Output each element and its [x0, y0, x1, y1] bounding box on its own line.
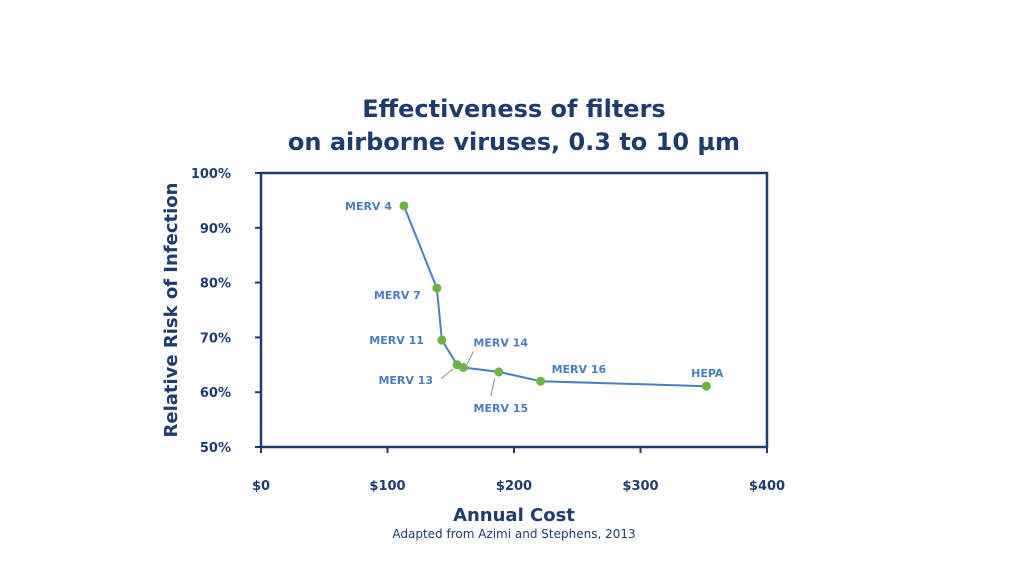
- x-axis-label: Annual Cost: [453, 505, 575, 526]
- x-tick-label: $400: [749, 479, 785, 494]
- data-point: [399, 201, 409, 211]
- data-point: [432, 283, 442, 293]
- chart-title-line2: on airborne viruses, 0.3 to 10 µm: [288, 128, 740, 156]
- chart-title-line1: Effectiveness of filters: [362, 95, 665, 123]
- point-label: MERV 4: [345, 200, 392, 213]
- y-tick-label: 60%: [200, 386, 231, 401]
- point-label: MERV 15: [474, 402, 529, 415]
- point-labels: MERV 4 MERV 7 MERV 11 MERV 13 MERV 14 MERV 15…: [345, 200, 724, 415]
- data-point: [437, 335, 447, 345]
- data-point: [536, 376, 546, 386]
- x-tick-label: $200: [496, 479, 532, 494]
- point-label: MERV 11: [369, 334, 424, 347]
- point-label: MERV 7: [374, 289, 421, 302]
- y-tick-label: 90%: [200, 222, 231, 237]
- x-tick-label: $300: [622, 479, 658, 494]
- leader-lines: [440, 351, 496, 397]
- y-axis-label: Relative Risk of Infection: [161, 183, 182, 438]
- point-label: MERV 13: [378, 374, 433, 387]
- point-label: HEPA: [691, 367, 724, 380]
- leader-line: [466, 351, 474, 364]
- source-note: Adapted from Azimi and Stephens, 2013: [392, 527, 635, 541]
- x-tick-label: $100: [369, 479, 405, 494]
- point-label: MERV 14: [473, 337, 528, 350]
- series-line: [402, 205, 707, 388]
- y-tick-label: 80%: [200, 277, 231, 292]
- y-tick-label: 100%: [191, 167, 231, 182]
- y-tick-label: 70%: [200, 331, 231, 346]
- data-point: [494, 367, 504, 377]
- x-tick-label: $0: [252, 479, 270, 494]
- leader-line: [440, 368, 454, 380]
- data-point: [458, 363, 468, 373]
- point-label: MERV 16: [552, 363, 607, 376]
- x-axis-ticks: $0 $100 $200 $300 $400: [252, 447, 785, 494]
- leader-line: [490, 377, 496, 397]
- y-axis-ticks: 50% 60% 70% 80% 90% 100%: [191, 167, 261, 456]
- series-group: [399, 201, 711, 391]
- data-point: [701, 381, 711, 391]
- y-tick-label: 50%: [200, 441, 231, 456]
